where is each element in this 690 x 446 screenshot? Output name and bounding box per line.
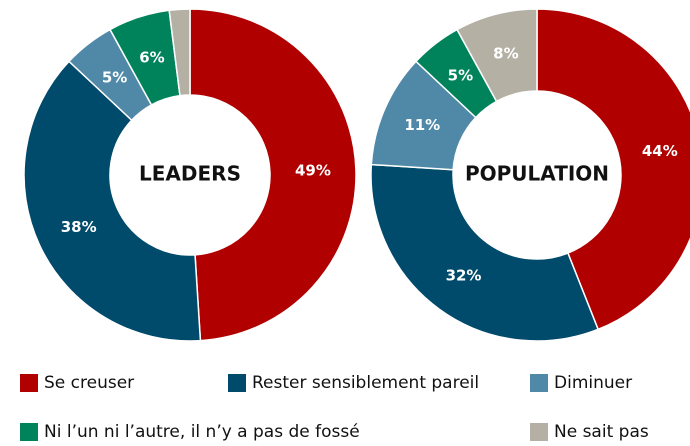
legend-label: Diminuer (554, 373, 632, 393)
legend-swatch (20, 374, 38, 392)
legend-label: Ne sait pas (554, 422, 649, 442)
value-label: 44% (642, 142, 678, 160)
legend-label: Ni l’un ni l’autre, il n’y a pas de foss… (44, 422, 360, 442)
donut-slice (536, 8, 690, 331)
donut-slice (189, 8, 357, 342)
value-label: 6% (139, 49, 164, 67)
legend-swatch (530, 374, 548, 392)
donut-title: POPULATION (465, 162, 609, 186)
legend-label: Se creuser (44, 373, 134, 393)
value-label: 38% (61, 218, 97, 236)
value-label: 8% (493, 44, 518, 62)
value-label: 5% (102, 68, 127, 86)
value-label: 5% (448, 67, 473, 85)
donut-title: LEADERS (139, 162, 241, 186)
donut-slice (23, 60, 202, 342)
legend-swatch (530, 423, 548, 441)
legend-label: Rester sensiblement pareil (252, 373, 479, 393)
donut-slice (456, 8, 538, 103)
donut-slice (168, 8, 191, 97)
value-label: 49% (295, 162, 331, 180)
value-label: 32% (446, 267, 482, 285)
legend-swatch (228, 374, 246, 392)
value-label: 11% (404, 116, 440, 134)
donut-slice (370, 163, 600, 342)
legend-swatch (20, 423, 38, 441)
